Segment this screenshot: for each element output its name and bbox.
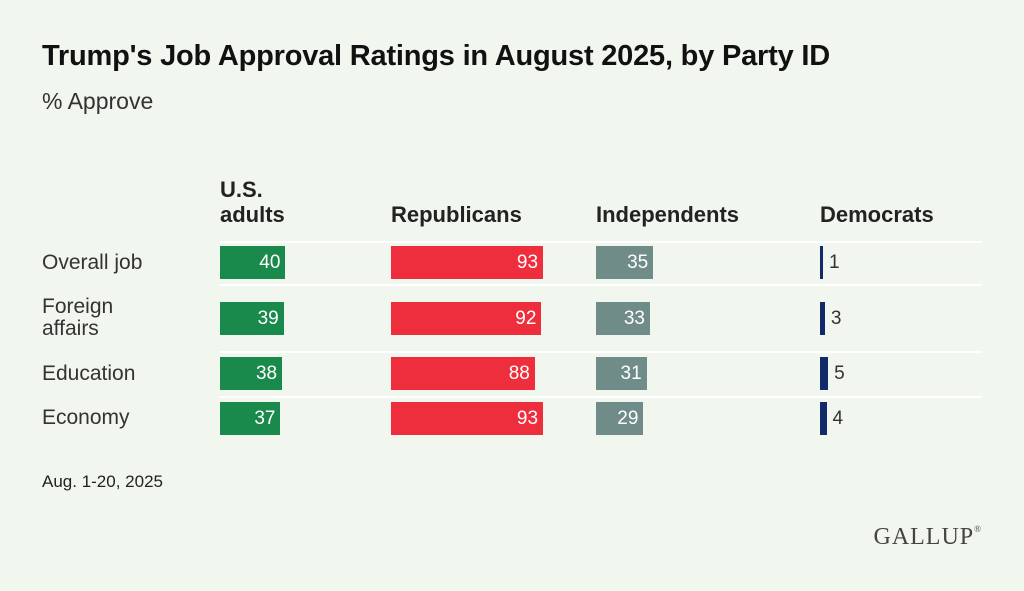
data-label: 93 xyxy=(516,252,539,273)
data-label: 39 xyxy=(257,308,279,329)
bar xyxy=(220,402,281,435)
row-divider xyxy=(220,284,982,286)
row-label-line: Foreign xyxy=(42,295,114,318)
gallup-logo: GALLUP® xyxy=(873,524,982,550)
column-header-line: Republicans xyxy=(391,202,522,227)
bar xyxy=(820,357,829,390)
data-label: 93 xyxy=(516,408,539,429)
data-label: 37 xyxy=(254,408,276,429)
row-label-line: Economy xyxy=(42,406,130,429)
data-label: 5 xyxy=(834,363,845,384)
data-label: 4 xyxy=(832,408,844,429)
row-label-line: Overall job xyxy=(42,251,143,274)
bar xyxy=(596,357,647,390)
bar xyxy=(391,302,542,335)
bar xyxy=(391,402,544,435)
bar xyxy=(220,302,284,335)
column-header-independents: Independents xyxy=(596,202,739,227)
row-label-foreign-affairs: Foreign affairs xyxy=(42,296,192,340)
bar xyxy=(391,246,544,279)
bar xyxy=(820,302,825,335)
data-label: 40 xyxy=(259,252,281,273)
data-label: 31 xyxy=(620,363,642,384)
bar xyxy=(820,246,823,279)
bar xyxy=(596,402,644,435)
row-divider xyxy=(220,396,982,398)
row-divider xyxy=(220,241,982,243)
bar xyxy=(596,246,654,279)
column-header-line: Independents xyxy=(596,202,740,227)
gallup-logo-text: GALLUP xyxy=(873,524,975,550)
chart-title: Trump's Job Approval Ratings in August 2… xyxy=(42,40,830,72)
bar xyxy=(820,402,827,435)
column-header-republicans: Republicans xyxy=(391,202,522,227)
date-note: Aug. 1-20, 2025 xyxy=(42,472,163,491)
data-label: 33 xyxy=(623,308,645,329)
data-label: 88 xyxy=(508,363,530,384)
bar xyxy=(220,246,286,279)
data-label: 29 xyxy=(617,408,639,429)
column-header-line: U.S. xyxy=(220,177,263,202)
row-label-line: Education xyxy=(42,362,136,385)
row-label-economy: Economy xyxy=(42,407,192,429)
column-header-line: adults xyxy=(220,202,285,227)
data-label: 3 xyxy=(830,308,842,329)
column-header-democrats: Democrats xyxy=(820,202,934,227)
row-label-education: Education xyxy=(42,363,192,385)
column-header-line: Democrats xyxy=(820,202,934,227)
row-label-overall-job: Overall job xyxy=(42,252,192,274)
bar xyxy=(596,302,650,335)
column-header-u-s-adults: U.S. adults xyxy=(220,177,285,227)
data-label: 35 xyxy=(627,252,649,273)
bar xyxy=(220,357,283,390)
data-label: 92 xyxy=(515,308,537,329)
bar xyxy=(391,357,535,390)
data-label: 38 xyxy=(255,363,278,384)
row-divider xyxy=(220,351,982,353)
chart-subtitle: % Approve xyxy=(42,88,154,114)
data-label: 1 xyxy=(829,252,840,273)
row-label-line: affairs xyxy=(42,317,99,340)
